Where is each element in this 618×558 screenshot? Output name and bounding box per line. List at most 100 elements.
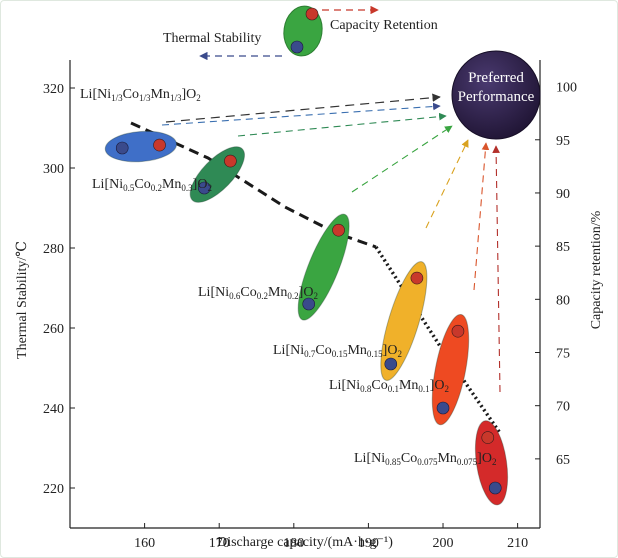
thermal-point bbox=[197, 181, 211, 195]
left-y-axis-title: Thermal Stability/℃ bbox=[15, 241, 30, 359]
label-subscript: 1/3 bbox=[111, 93, 123, 103]
label-subscript: 0.7 bbox=[304, 349, 316, 359]
label-text: Co bbox=[401, 451, 417, 466]
label-subscript: 0.075 bbox=[457, 457, 478, 467]
material-ellipse bbox=[380, 261, 428, 381]
label-text: Li[Ni bbox=[92, 177, 123, 192]
label-text: Li[Ni bbox=[329, 378, 360, 393]
composition-label: Li[Ni0.85Co0.075Mn0.075]O2 bbox=[354, 451, 496, 467]
label-subscript: 1/3 bbox=[170, 93, 182, 103]
composition-label: Li[Ni0.8Co0.1Mn0.1]O2 bbox=[329, 378, 449, 394]
label-subscript: 0.2 bbox=[257, 291, 268, 301]
preferred-label-line1: Preferred bbox=[468, 70, 524, 86]
label-subscript: 0.5 bbox=[123, 183, 135, 193]
label-subscript: 0.6 bbox=[229, 291, 241, 301]
thermal-point bbox=[488, 481, 502, 495]
x-tick-label: 210 bbox=[507, 536, 528, 551]
right-y-tick-label: 75 bbox=[556, 347, 570, 362]
performance-arrows bbox=[161, 93, 501, 393]
right-y-tick-label: 100 bbox=[556, 81, 577, 96]
label-subscript: 0.2 bbox=[151, 183, 162, 193]
legend-thermal-dot bbox=[290, 40, 304, 54]
trend-dashed-line bbox=[130, 121, 377, 249]
label-text: ]O bbox=[193, 177, 208, 192]
label-text: Co bbox=[123, 87, 139, 102]
thermal-point bbox=[302, 297, 316, 311]
legend-thermal-label: Thermal Stability bbox=[163, 31, 261, 46]
right-y-tick-label: 70 bbox=[556, 400, 570, 415]
label-text: ]O bbox=[430, 378, 445, 393]
label-text: Co bbox=[315, 343, 331, 358]
label-subscript: 0.2 bbox=[287, 291, 298, 301]
right-y-tick-label: 85 bbox=[556, 240, 570, 255]
material-ellipse bbox=[189, 146, 245, 203]
retention-point bbox=[481, 431, 495, 444]
label-subscript: 2 bbox=[313, 291, 318, 301]
preferred-performance: Preferred Performance bbox=[451, 50, 541, 140]
performance-arrow bbox=[237, 112, 447, 137]
legend-retention-label: Capacity Retention bbox=[330, 18, 438, 33]
right-y-ticks: 65 70 75 80 85 90 95 100 bbox=[535, 81, 577, 468]
label-subscript: 0.15 bbox=[367, 349, 383, 359]
label-text: Li[Ni bbox=[354, 451, 385, 466]
materials bbox=[104, 130, 509, 506]
right-y-tick-label: 65 bbox=[556, 453, 570, 468]
label-subscript: 0.075 bbox=[417, 457, 438, 467]
retention-point bbox=[451, 324, 465, 338]
left-y-tick-label: 300 bbox=[43, 162, 64, 177]
label-text: Mn bbox=[347, 343, 366, 358]
left-y-tick-label: 220 bbox=[43, 482, 64, 497]
right-y-axis-title: Capacity retention/% bbox=[589, 210, 604, 329]
label-text: Co bbox=[134, 177, 150, 192]
label-subscript: 2 bbox=[397, 349, 402, 359]
material-ellipse bbox=[297, 213, 350, 321]
label-subscript: 2 bbox=[492, 457, 497, 467]
label-text: Co bbox=[240, 285, 256, 300]
performance-arrow bbox=[425, 139, 469, 229]
right-y-tick-label: 80 bbox=[556, 293, 570, 308]
x-tick-label: 190 bbox=[358, 536, 379, 551]
composition-label: Li[Ni0.5Co0.2Mn0.3]O2 bbox=[92, 177, 212, 193]
thermal-point bbox=[115, 141, 129, 155]
label-text: Li[Ni bbox=[80, 87, 111, 102]
label-text: Mn bbox=[162, 177, 181, 192]
left-y-tick-label: 260 bbox=[43, 322, 64, 337]
label-text: ]O bbox=[299, 285, 314, 300]
label-subscript: 2 bbox=[196, 93, 201, 103]
label-subscript: 0.1 bbox=[418, 384, 429, 394]
right-y-tick-label: 95 bbox=[556, 134, 570, 149]
label-text: ]O bbox=[383, 343, 398, 358]
retention-point bbox=[410, 271, 424, 285]
thermal-point bbox=[384, 357, 398, 371]
left-y-tick-label: 320 bbox=[43, 82, 64, 97]
label-subscript: 2 bbox=[444, 384, 449, 394]
preferred-label-line2: Performance bbox=[458, 89, 535, 105]
performance-arrow bbox=[161, 102, 441, 126]
performance-arrow bbox=[351, 125, 453, 193]
composition-labels: Li[Ni1/3Co1/3Mn1/3]O2Li[Ni0.5Co0.2Mn0.3]… bbox=[80, 87, 496, 467]
label-text: Li[Ni bbox=[198, 285, 229, 300]
performance-arrow bbox=[165, 93, 441, 123]
label-text: Mn bbox=[399, 378, 418, 393]
x-ticks: 160 170 180 190 200 210 bbox=[134, 523, 528, 551]
composition-label: Li[Ni0.6Co0.2Mn0.2]O2 bbox=[198, 285, 318, 301]
label-subscript: 2 bbox=[207, 183, 212, 193]
x-tick-label: 160 bbox=[134, 536, 155, 551]
preferred-performance-circle bbox=[451, 50, 541, 140]
x-axis-title: Discharge capacity/(mA·h·g⁻¹) bbox=[217, 535, 393, 550]
thermal-point bbox=[436, 401, 450, 415]
label-subscript: 0.15 bbox=[332, 349, 348, 359]
composition-label: Li[Ni0.7Co0.15Mn0.15]O2 bbox=[273, 343, 402, 359]
x-tick-label: 180 bbox=[283, 536, 304, 551]
left-y-ticks: 220 240 260 280 300 320 bbox=[43, 82, 75, 497]
legend-ellipse bbox=[283, 5, 323, 57]
label-text: Mn bbox=[150, 87, 169, 102]
right-y-tick-label: 90 bbox=[556, 187, 570, 202]
label-text: Mn bbox=[268, 285, 287, 300]
label-text: Mn bbox=[437, 451, 456, 466]
label-subscript: 0.1 bbox=[388, 384, 399, 394]
label-text: ]O bbox=[181, 87, 196, 102]
x-tick-label: 170 bbox=[209, 536, 230, 551]
